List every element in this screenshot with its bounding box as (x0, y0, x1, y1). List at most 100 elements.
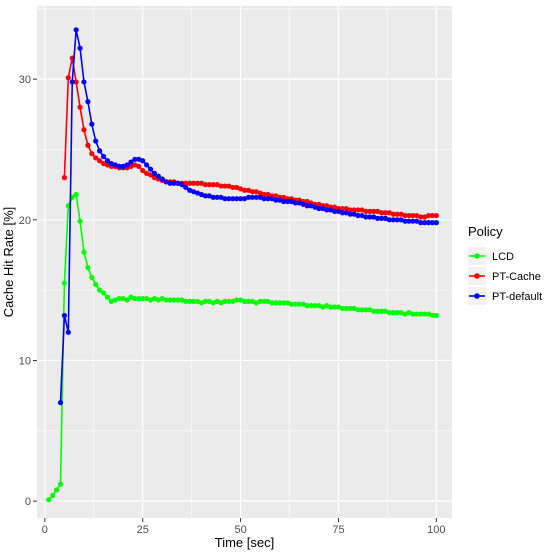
data-point (308, 303, 314, 309)
data-point (410, 311, 416, 317)
series-lcd (46, 191, 439, 503)
data-point (144, 295, 150, 302)
data-point (210, 182, 216, 188)
data-point (230, 298, 236, 304)
data-point (421, 311, 428, 317)
data-point (124, 162, 130, 168)
data-point (398, 211, 404, 217)
data-point (147, 166, 154, 172)
data-point (183, 184, 189, 191)
data-point (339, 305, 345, 312)
x-axis: 0 25 50 75 100 (42, 518, 446, 536)
data-point (234, 184, 240, 191)
data-point (363, 307, 369, 313)
data-point (132, 295, 138, 302)
data-point (241, 196, 248, 202)
data-point (159, 176, 165, 182)
data-point (375, 308, 381, 314)
data-point (277, 197, 283, 203)
data-point (202, 182, 208, 188)
data-point (261, 191, 267, 198)
data-point (378, 215, 385, 221)
data-point (85, 99, 91, 105)
data-point (288, 301, 295, 307)
data-point (147, 297, 154, 303)
data-point (386, 210, 392, 216)
data-point (406, 218, 412, 224)
data-point (206, 298, 212, 304)
data-point (331, 204, 338, 210)
data-point (257, 190, 263, 196)
data-point (273, 300, 279, 306)
data-point (418, 311, 424, 317)
y-axis: 0 10 20 30 (19, 74, 37, 508)
data-point (183, 180, 189, 186)
data-point (77, 218, 83, 224)
data-point (390, 217, 396, 223)
data-point (159, 295, 165, 302)
data-point (390, 211, 396, 217)
data-point (371, 214, 377, 220)
data-point (378, 308, 385, 314)
data-point (425, 220, 432, 226)
data-point (194, 190, 201, 196)
data-point (226, 183, 232, 189)
data-point (61, 312, 68, 319)
data-point (108, 160, 114, 167)
data-point (167, 297, 173, 303)
data-point (218, 300, 224, 306)
data-point (390, 310, 396, 316)
data-point (144, 162, 150, 168)
y-tick-label: 20 (19, 215, 31, 227)
data-point (140, 295, 146, 302)
data-point (151, 175, 158, 181)
data-point (331, 208, 338, 214)
data-point (359, 212, 365, 219)
legend-label: PT-Cache (492, 271, 541, 283)
data-point (171, 297, 177, 303)
data-point (120, 163, 126, 169)
data-point (57, 481, 64, 487)
data-point (418, 220, 424, 226)
data-point (183, 298, 189, 304)
data-point (128, 294, 134, 300)
data-point (93, 138, 99, 144)
data-point (136, 163, 142, 169)
data-point (93, 281, 99, 288)
data-point (367, 208, 373, 214)
data-point (316, 201, 322, 207)
data-point (292, 200, 298, 206)
data-point (343, 205, 349, 212)
data-point (194, 180, 201, 186)
data-point (296, 200, 302, 206)
data-point (222, 196, 228, 202)
data-point (61, 280, 68, 286)
data-point (386, 310, 392, 316)
data-point (214, 194, 220, 200)
data-point (69, 79, 75, 85)
data-point (249, 194, 255, 200)
data-point (265, 298, 271, 304)
data-point (104, 158, 111, 164)
data-point (355, 212, 361, 219)
data-point (421, 220, 428, 226)
y-tick-label: 0 (25, 496, 31, 508)
data-point (120, 295, 126, 302)
data-point (394, 217, 400, 223)
grid-major (37, 6, 452, 518)
data-point (245, 194, 252, 200)
data-point (93, 155, 99, 161)
data-point (151, 170, 158, 176)
data-point (89, 151, 95, 157)
data-point (281, 198, 287, 205)
data-point (410, 212, 416, 219)
data-point (128, 159, 134, 165)
data-point (85, 265, 91, 271)
data-point (324, 303, 330, 309)
data-point (116, 163, 122, 169)
data-point (320, 304, 326, 310)
data-point (281, 300, 287, 306)
data-point (187, 180, 193, 186)
data-point (273, 193, 279, 199)
data-point (253, 300, 259, 306)
